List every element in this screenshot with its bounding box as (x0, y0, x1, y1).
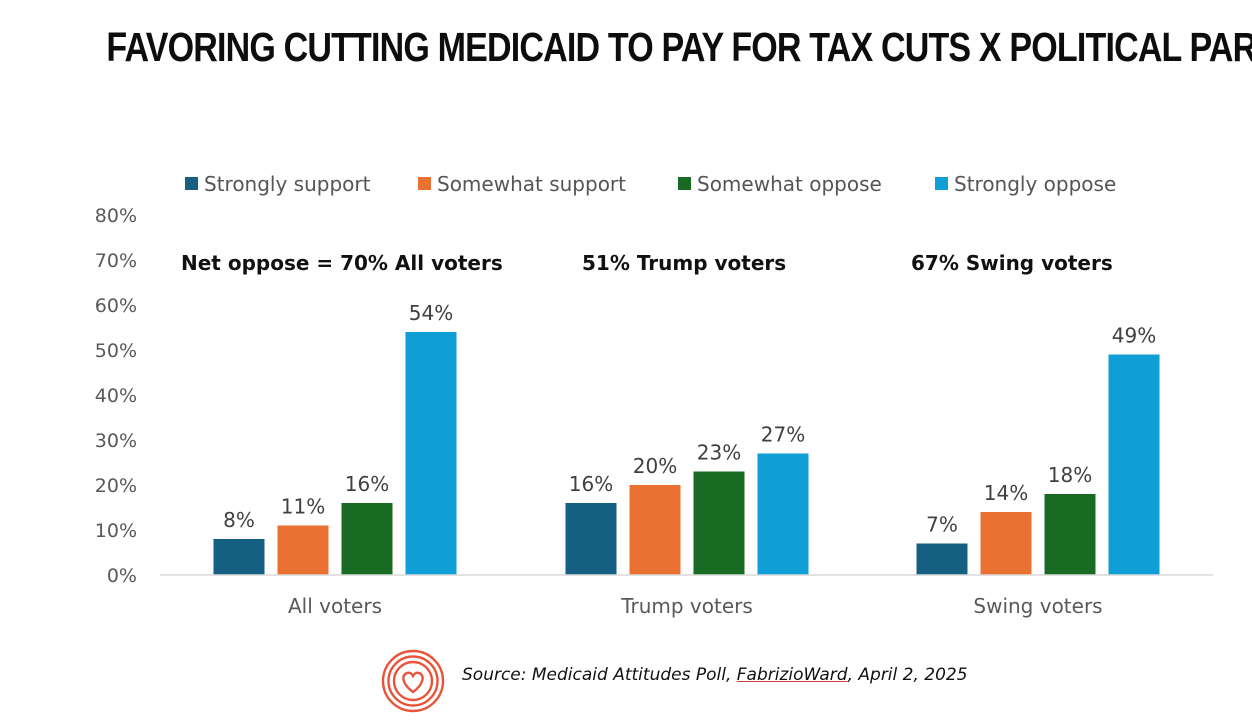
legend-label-somewhat-oppose: Somewhat oppose (697, 172, 882, 196)
annotation-trump-voters: 51% Trump voters (582, 251, 786, 275)
legend: Strongly support Somewhat support Somewhat… (185, 172, 1116, 196)
y-tick-label-50: 50% (95, 340, 137, 362)
data-label-trump-voters-strongly-support: 16% (569, 472, 613, 496)
chart-title: FAVORING CUTTING MEDICAID TO PAY FOR TAX… (106, 24, 1252, 70)
x-tick-label-swing-voters: Swing voters (973, 594, 1102, 618)
y-tick-label-30: 30% (95, 430, 137, 452)
data-label-trump-voters-somewhat-oppose: 23% (697, 441, 741, 465)
bar-trump-voters-strongly-oppose (757, 453, 809, 575)
x-axis: All voters Trump voters Swing voters (288, 594, 1103, 618)
bar-trump-voters-somewhat-oppose (693, 471, 745, 575)
bar-swing-voters-somewhat-oppose (1044, 494, 1096, 575)
bar-swing-voters-strongly-oppose (1108, 354, 1160, 575)
x-tick-label-all-voters: All voters (288, 594, 382, 618)
y-tick-label-40: 40% (95, 385, 137, 407)
data-label-swing-voters-somewhat-support: 14% (984, 481, 1028, 505)
source-suffix: , April 2, 2025 (847, 665, 968, 685)
bar-all-voters-strongly-support (213, 539, 265, 575)
x-tick-label-trump-voters: Trump voters (620, 594, 753, 618)
legend-swatch-strongly-oppose (935, 177, 948, 190)
annotation-all-voters: Net oppose = 70% All voters (181, 251, 503, 275)
y-tick-label-20: 20% (95, 475, 137, 497)
legend-swatch-strongly-support (185, 177, 198, 190)
annotations: Net oppose = 70% All voters 51% Trump vot… (181, 251, 1113, 275)
source-org-link[interactable]: FabrizioWard (736, 665, 848, 685)
data-label-all-voters-somewhat-support: 11% (281, 495, 325, 519)
legend-label-somewhat-support: Somewhat support (437, 172, 626, 196)
annotation-swing-voters: 67% Swing voters (911, 251, 1113, 275)
bars: 8% 11% 16% 54% 16% 20% 23% 27% 7% 14% 18% 49% (213, 301, 1160, 575)
y-tick-label-60: 60% (95, 295, 137, 317)
bar-all-voters-strongly-oppose (405, 332, 457, 575)
bar-all-voters-somewhat-oppose (341, 503, 393, 575)
data-label-all-voters-somewhat-oppose: 16% (345, 472, 389, 496)
y-tick-label-10: 10% (95, 520, 137, 542)
data-label-trump-voters-somewhat-support: 20% (633, 454, 677, 478)
bar-swing-voters-somewhat-support (980, 512, 1032, 575)
source-note: Source: Medicaid Attitudes Poll, Fabrizi… (462, 665, 968, 685)
data-label-swing-voters-strongly-support: 7% (926, 513, 958, 537)
y-tick-label-0: 0% (107, 565, 137, 587)
bar-trump-voters-somewhat-support (629, 485, 681, 575)
y-axis: 0% 10% 20% 30% 40% 50% 60% 70% 80% (95, 205, 137, 587)
data-label-swing-voters-strongly-oppose: 49% (1112, 324, 1156, 348)
bar-swing-voters-strongly-support (916, 543, 968, 575)
concentric-heart-icon (380, 648, 446, 718)
source-prefix: Source: Medicaid Attitudes Poll, (462, 665, 737, 685)
data-label-trump-voters-strongly-oppose: 27% (761, 423, 805, 447)
bar-all-voters-somewhat-support (277, 525, 329, 575)
data-label-all-voters-strongly-oppose: 54% (409, 301, 453, 325)
legend-label-strongly-oppose: Strongly oppose (954, 172, 1116, 196)
data-label-swing-voters-somewhat-oppose: 18% (1048, 463, 1092, 487)
legend-label-strongly-support: Strongly support (204, 172, 371, 196)
legend-swatch-somewhat-support (418, 177, 431, 190)
y-tick-label-70: 70% (95, 250, 137, 272)
bar-chart: Strongly support Somewhat support Somewhat… (95, 172, 1213, 618)
data-label-all-voters-strongly-support: 8% (223, 508, 255, 532)
bar-trump-voters-strongly-support (565, 503, 617, 575)
legend-swatch-somewhat-oppose (678, 177, 691, 190)
y-tick-label-80: 80% (95, 205, 137, 227)
